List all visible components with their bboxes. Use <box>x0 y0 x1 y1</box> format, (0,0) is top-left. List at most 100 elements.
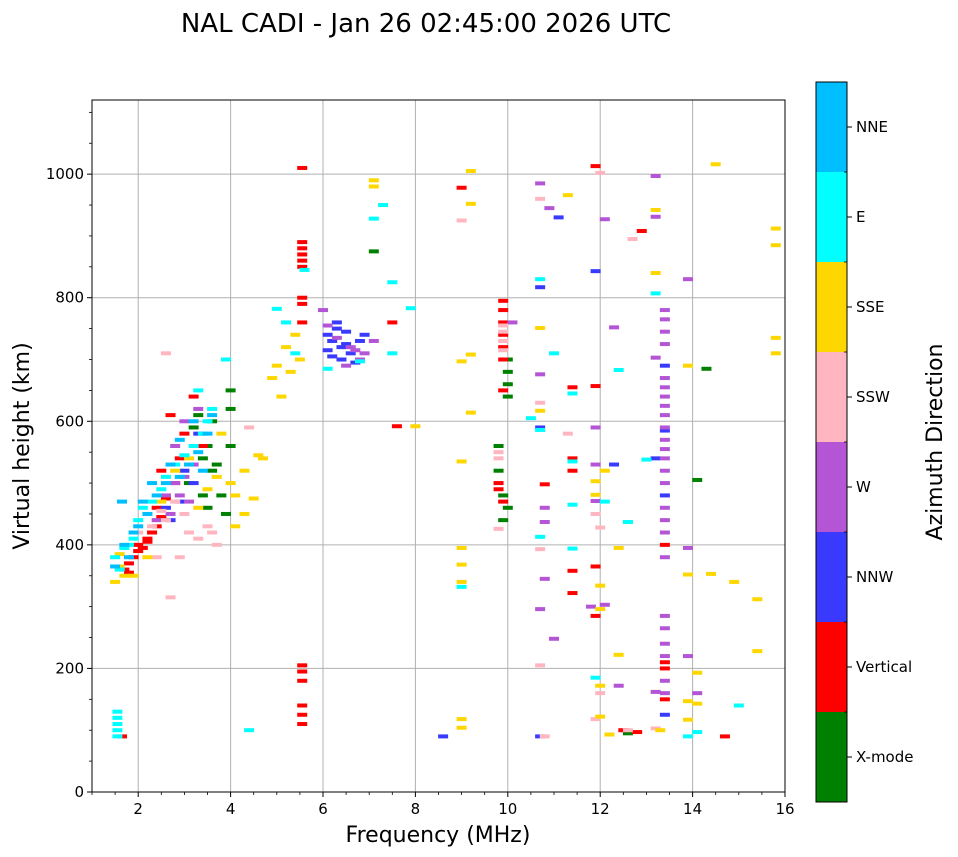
data-point-sse <box>257 456 268 461</box>
data-point-e <box>567 459 578 464</box>
data-point-e <box>112 709 123 714</box>
data-point-ssw <box>493 456 504 461</box>
data-point-nnw <box>535 285 546 290</box>
data-point-vertical <box>659 666 670 671</box>
data-point-nne <box>142 511 153 516</box>
data-point-sse <box>128 573 139 578</box>
data-point-sse <box>368 178 379 183</box>
data-point-e <box>160 474 171 479</box>
data-point-sse <box>456 579 467 584</box>
data-point-sse <box>595 714 606 719</box>
data-point-sse <box>281 345 292 350</box>
data-point-ssw <box>174 555 185 560</box>
data-point-sse <box>465 169 476 174</box>
data-point-w <box>659 329 670 334</box>
data-point-w <box>160 493 171 498</box>
data-point-x-mode <box>211 462 222 467</box>
data-point-w <box>318 308 328 313</box>
data-point-w <box>539 576 550 581</box>
data-point-vertical <box>590 164 601 169</box>
data-point-w <box>659 555 670 560</box>
data-point-e <box>112 734 123 739</box>
data-point-nne <box>110 564 121 569</box>
data-point-vertical <box>590 564 601 569</box>
data-point-x-mode <box>216 493 227 498</box>
data-point-sse <box>590 479 601 484</box>
data-point-w <box>170 444 181 448</box>
data-point-e <box>378 203 389 208</box>
data-point-nnw <box>590 269 601 274</box>
data-point-w <box>659 641 670 646</box>
colorbar-segment <box>816 262 847 352</box>
data-point-nnw <box>160 505 171 510</box>
colorbar-frame <box>815 81 848 803</box>
data-point-w <box>659 626 670 631</box>
data-point-sse <box>119 573 130 578</box>
data-point-ssw <box>456 218 467 223</box>
data-point-nnw <box>188 481 199 486</box>
data-point-x-mode <box>502 382 513 387</box>
data-point-vertical <box>188 394 199 399</box>
data-point-e <box>156 487 167 492</box>
data-point-nnw <box>322 348 333 353</box>
data-point-ssw <box>562 431 573 436</box>
data-point-sse <box>655 728 666 733</box>
data-point-w <box>659 456 670 461</box>
y-tick-label: 200 <box>55 659 84 677</box>
data-point-vertical <box>297 703 308 708</box>
data-point-w <box>659 654 670 659</box>
data-point-nnw <box>331 326 342 331</box>
data-point-ssw <box>595 170 606 175</box>
data-point-sse <box>599 468 610 473</box>
data-point-sse <box>285 369 296 374</box>
data-point-nne <box>197 468 208 473</box>
data-point-sse <box>276 394 287 399</box>
data-point-x-mode <box>197 493 208 498</box>
data-point-vertical <box>297 663 308 668</box>
data-point-w <box>535 372 546 377</box>
data-point-vertical <box>123 561 134 566</box>
data-point-nne <box>147 481 158 486</box>
data-point-w <box>659 394 670 399</box>
data-point-w <box>350 348 361 353</box>
data-point-nne <box>193 450 204 455</box>
data-point-e <box>567 546 578 551</box>
data-point-w <box>659 317 670 322</box>
data-point-ssw <box>170 499 181 504</box>
colorbar-label-vertical: Vertical <box>856 658 912 676</box>
data-point-x-mode <box>188 425 199 430</box>
data-point-vertical <box>567 591 578 596</box>
data-point-w <box>659 437 670 442</box>
data-point-e <box>281 320 292 325</box>
colorbar-segment <box>816 532 847 622</box>
data-point-nnw <box>345 351 356 356</box>
y-tick-label: 800 <box>55 289 84 307</box>
data-point-e <box>137 505 148 510</box>
data-point-w <box>151 518 162 523</box>
data-point-x-mode <box>493 468 504 473</box>
data-point-sse <box>692 701 703 706</box>
data-point-sse <box>682 363 693 368</box>
data-point-nnw <box>336 345 347 350</box>
data-point-w <box>650 355 661 360</box>
data-point-sse <box>456 725 467 730</box>
data-point-sse <box>535 408 546 413</box>
data-point-sse <box>562 193 573 198</box>
data-point-vertical <box>567 468 578 473</box>
y-tick-label: 600 <box>55 412 84 430</box>
data-point-vertical <box>147 530 158 535</box>
data-point-e <box>567 502 578 507</box>
data-point-vertical <box>137 545 148 550</box>
data-point-vertical <box>387 320 398 325</box>
data-point-x-mode <box>220 511 231 516</box>
data-point-ssw <box>498 329 509 334</box>
data-point-e <box>290 351 301 356</box>
x-tick-label: 2 <box>133 800 143 818</box>
data-point-sse <box>253 453 264 458</box>
data-point-sse <box>650 271 661 275</box>
data-point-sse <box>114 552 125 557</box>
data-point-w <box>650 689 661 694</box>
data-point-sse <box>368 184 379 189</box>
data-point-w <box>659 413 670 418</box>
